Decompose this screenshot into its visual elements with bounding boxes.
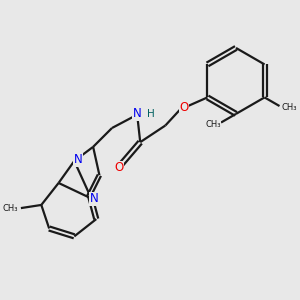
Text: H: H <box>147 109 155 119</box>
Text: CH₃: CH₃ <box>3 204 18 213</box>
Text: N: N <box>90 192 98 205</box>
Text: O: O <box>180 101 189 114</box>
Text: O: O <box>114 161 124 174</box>
Text: CH₃: CH₃ <box>206 120 221 129</box>
Text: N: N <box>133 107 142 120</box>
Text: CH₃: CH₃ <box>281 103 297 112</box>
Text: N: N <box>74 153 82 166</box>
